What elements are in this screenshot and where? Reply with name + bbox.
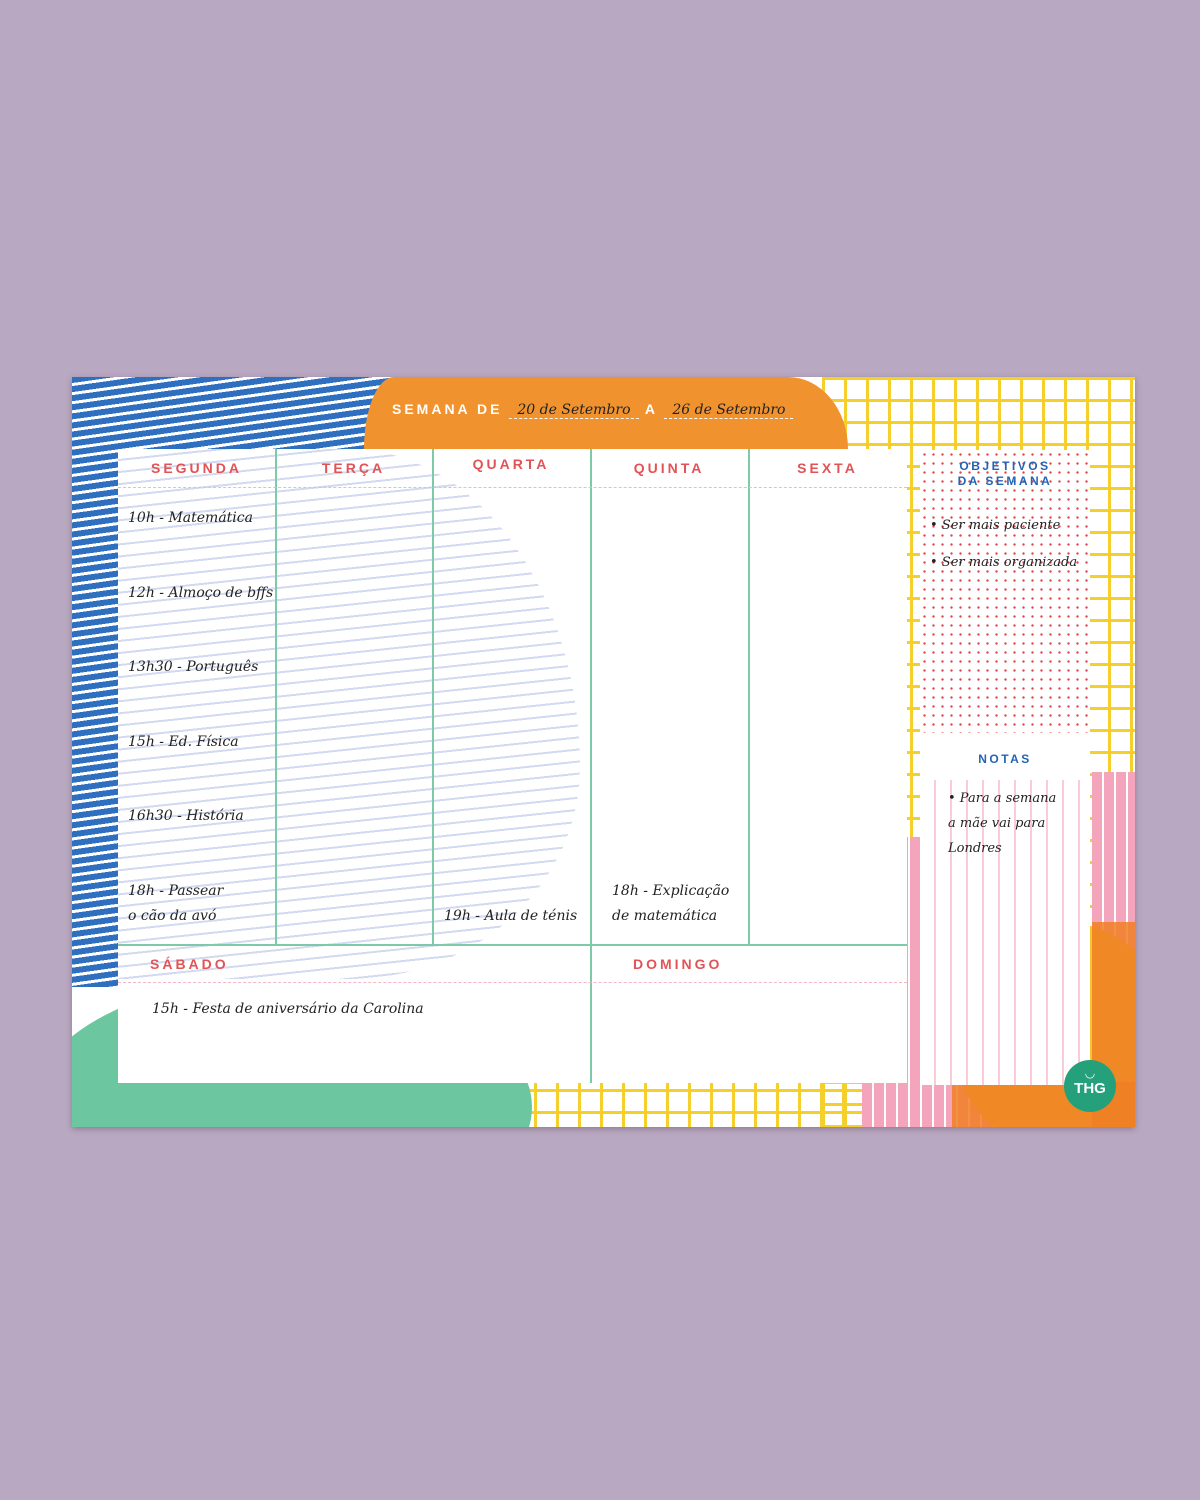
entry[interactable]: 10h - Matemática bbox=[128, 510, 253, 526]
entry[interactable]: 15h - Ed. Física bbox=[128, 734, 239, 750]
entry[interactable]: 19h - Aula de ténis bbox=[444, 908, 578, 924]
entry[interactable]: 15h - Festa de aniversário da Carolina bbox=[152, 1001, 424, 1017]
goal-item[interactable]: • Ser mais organizada bbox=[930, 555, 1078, 570]
days-grid: SEGUNDA TERÇA QUARTA QUINTA SEXTA 10h - … bbox=[118, 449, 907, 1083]
entry[interactable]: de matemática bbox=[612, 908, 718, 924]
entry[interactable]: 12h - Almoço de bffs bbox=[128, 585, 274, 601]
note-line[interactable]: a mãe vai para bbox=[948, 816, 1046, 831]
light-wave-pattern bbox=[118, 449, 580, 979]
day-header-terca: TERÇA bbox=[321, 460, 386, 476]
date-separator: A bbox=[644, 401, 658, 417]
end-date-field[interactable]: 26 de Setembro bbox=[664, 402, 794, 419]
thg-logo: ◡ THG bbox=[1064, 1060, 1116, 1112]
day-header-sexta: SEXTA bbox=[797, 460, 858, 476]
entry[interactable]: 18h - Explicação bbox=[612, 883, 730, 899]
dotted-pattern bbox=[920, 450, 1090, 733]
day-header-sabado: SÁBADO bbox=[150, 956, 229, 972]
note-line[interactable]: • Para a semana bbox=[948, 791, 1057, 806]
side-panel: OBJETIVOS DA SEMANA • Ser mais paciente … bbox=[920, 450, 1090, 1085]
start-date-field[interactable]: 20 de Setembro bbox=[509, 402, 639, 419]
entry[interactable]: 18h - Passear bbox=[128, 883, 224, 899]
entry[interactable]: o cão da avó bbox=[128, 908, 217, 924]
day-header-domingo: DOMINGO bbox=[633, 956, 723, 972]
goals-title: OBJETIVOS bbox=[959, 459, 1051, 473]
logo-text: THG bbox=[1074, 1080, 1106, 1097]
entry[interactable]: 13h30 - Português bbox=[128, 659, 259, 675]
day-header-segunda: SEGUNDA bbox=[150, 460, 242, 476]
week-title-banner: SEMANA DE 20 de Setembro A 26 de Setembr… bbox=[364, 377, 848, 449]
note-line[interactable]: Londres bbox=[948, 841, 1002, 856]
goal-item[interactable]: • Ser mais paciente bbox=[930, 518, 1061, 533]
day-header-quarta: QUARTA bbox=[472, 456, 550, 472]
entry[interactable]: 16h30 - História bbox=[128, 808, 244, 824]
day-header-quinta: QUINTA bbox=[633, 460, 705, 476]
notes-title: NOTAS bbox=[978, 752, 1032, 766]
weekly-planner-sheet: SEMANA DE 20 de Setembro A 26 de Setembr… bbox=[72, 377, 1135, 1127]
goals-title-line2: DA SEMANA bbox=[957, 474, 1053, 488]
week-label: SEMANA DE bbox=[392, 401, 503, 417]
